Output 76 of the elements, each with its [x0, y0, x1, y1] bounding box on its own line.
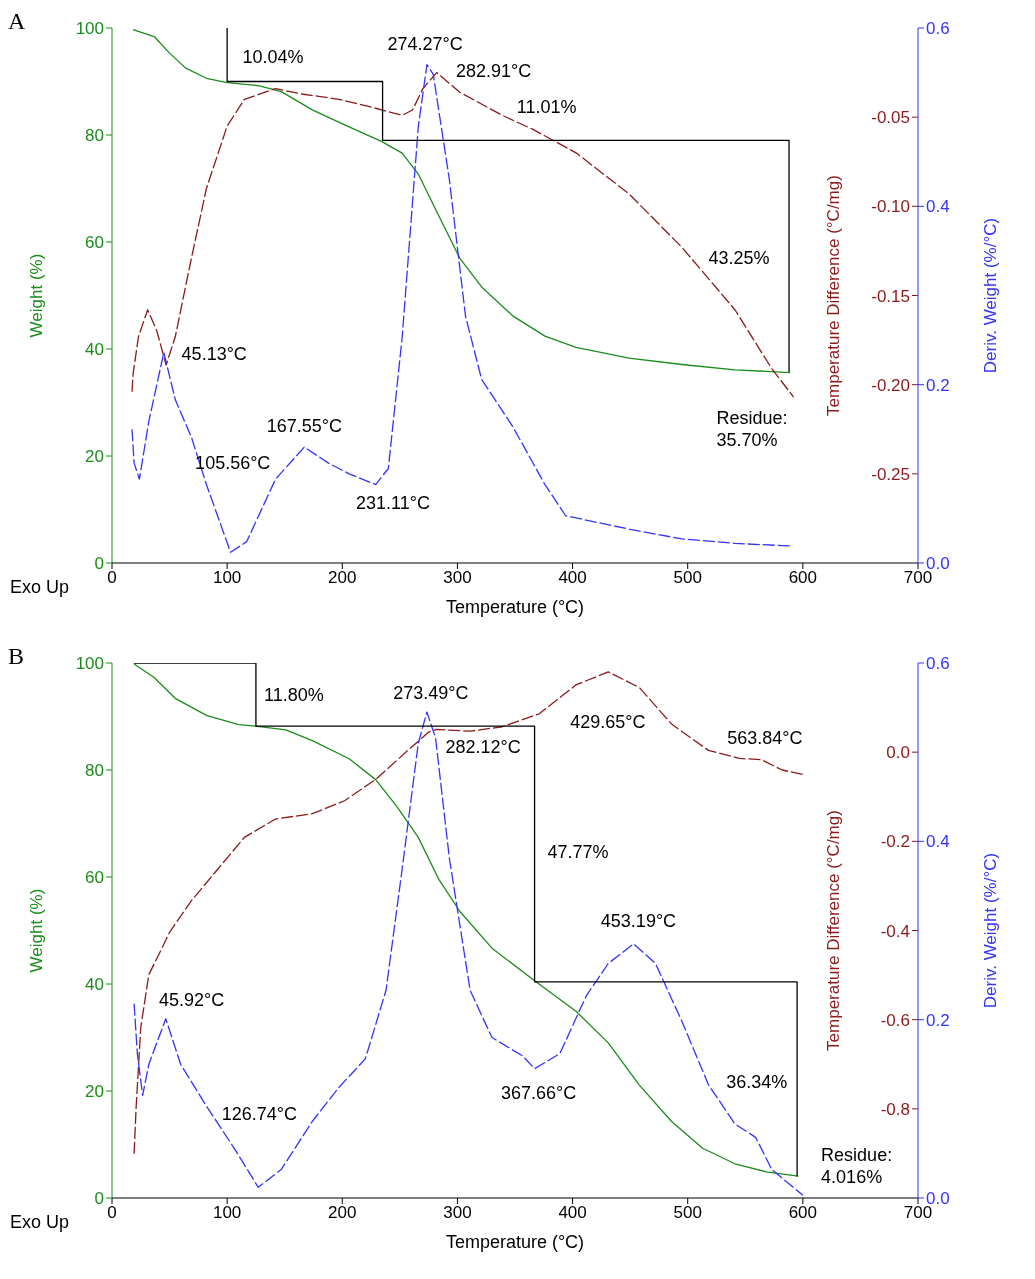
x-tick-label: 600 — [788, 1203, 818, 1223]
y-axis-title: Weight (%) — [27, 888, 47, 973]
annotation: 282.91°C — [455, 59, 532, 82]
text: Exo Up — [10, 576, 70, 599]
x-tick-label: 0 — [107, 568, 117, 588]
annotation: 11.01% — [516, 96, 577, 119]
y-tick-label: 20 — [85, 447, 104, 467]
x-tick-label: 200 — [328, 1203, 357, 1223]
y-tick-label: 80 — [85, 126, 104, 146]
annotation: 367.66°C — [501, 1081, 577, 1104]
x-tick-label: 500 — [673, 1203, 702, 1223]
x-tick-label: 400 — [558, 1203, 587, 1223]
x-tick-label: 600 — [788, 568, 818, 588]
y2-tick-label: -0.4 — [880, 921, 910, 941]
y-tick-label: 80 — [85, 761, 104, 781]
annotation: 274.27°C — [387, 32, 463, 55]
annotation: Residue: 4.016% — [821, 1144, 893, 1189]
annotation: 453.19°C — [600, 909, 677, 932]
y3-axis-title: Deriv. Weight (%/°C) — [981, 217, 1001, 374]
y-tick-label: 40 — [85, 340, 104, 360]
y3-tick-label: 0.4 — [926, 197, 950, 217]
y-tick-label: 0 — [94, 1189, 104, 1209]
y2-tick-label: -0.15 — [871, 286, 910, 306]
y2-axis-title: Temperature Difference (°C/mg) — [824, 175, 844, 416]
x-axis-title: Temperature (°C) — [445, 597, 585, 617]
y2-tick-label: -0.6 — [880, 1010, 910, 1030]
chart-title: A — [8, 8, 26, 35]
y3-axis-title: Deriv. Weight (%/°C) — [981, 852, 1001, 1009]
annotation: 10.04% — [242, 46, 304, 69]
y2-tick-label: -0.05 — [871, 108, 910, 128]
chart-title: B — [8, 643, 25, 670]
y-tick-label: 0 — [94, 554, 104, 574]
y2-tick-label: -0.2 — [880, 832, 910, 852]
annotation: 11.80% — [264, 683, 324, 706]
x-tick-label: 100 — [212, 1203, 242, 1223]
annotation: 45.13°C — [181, 343, 247, 366]
annotation: 563.84°C — [727, 726, 803, 749]
y3-tick-label: 0.4 — [926, 832, 950, 852]
x-tick-label: 200 — [328, 568, 357, 588]
x-tick-label: 300 — [443, 568, 472, 588]
y2-tick-label: -0.20 — [871, 375, 910, 395]
x-tick-label: 300 — [443, 1203, 472, 1223]
y-tick-label: 100 — [75, 654, 104, 674]
x-tick-label: 100 — [212, 568, 242, 588]
annotation: Residue: 35.70% — [716, 407, 788, 452]
y3-tick-label: 0.2 — [926, 1010, 950, 1030]
y2-axis-title: Temperature Difference (°C/mg) — [824, 810, 844, 1051]
y-tick-label: 60 — [85, 868, 104, 888]
y-tick-label: 100 — [75, 19, 104, 39]
y-tick-label: 20 — [85, 1082, 104, 1102]
y2-tick-label: -0.10 — [871, 197, 910, 217]
x-tick-label: 400 — [558, 568, 587, 588]
annotation: 43.25% — [708, 247, 770, 270]
annotation: 282.12°C — [445, 736, 521, 758]
y2-tick-label: -0.25 — [871, 464, 910, 484]
y3-tick-label: 0.2 — [926, 375, 950, 395]
x-tick-label: 500 — [673, 568, 702, 588]
annotation: 273.49°C — [393, 681, 469, 704]
annotation: 36.34% — [726, 1071, 788, 1094]
y3-tick-label: 0.6 — [926, 19, 950, 39]
annotation: 167.55°C — [266, 414, 343, 437]
y2-tick-label: 0.0 — [886, 743, 910, 763]
annotation: 105.56°C — [195, 451, 271, 474]
annotation: 45.92°C — [159, 988, 225, 1011]
x-axis-title: Temperature (°C) — [445, 1232, 585, 1252]
annotation: 126.74°C — [221, 1103, 297, 1125]
x-tick-label: 0 — [107, 1203, 117, 1223]
y-axis-title: Weight (%) — [27, 253, 47, 338]
y2-tick-label: -0.8 — [880, 1099, 910, 1119]
annotation: 47.77% — [547, 841, 609, 864]
annotation: 231.11°C — [355, 492, 430, 515]
y-tick-label: 40 — [85, 975, 104, 995]
annotation: 429.65°C — [570, 710, 646, 733]
y-tick-label: 60 — [85, 233, 104, 253]
y3-tick-label: 0.6 — [926, 654, 950, 674]
text: Exo Up — [10, 1211, 70, 1234]
